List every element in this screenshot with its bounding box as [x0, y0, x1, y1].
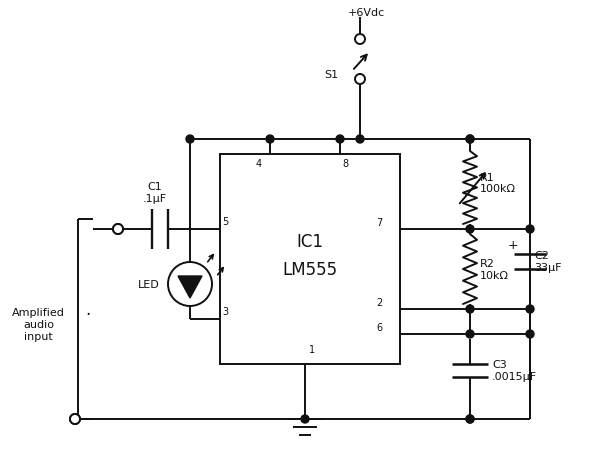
- Circle shape: [70, 414, 80, 424]
- Text: R2
10kΩ: R2 10kΩ: [480, 259, 509, 280]
- Text: IC1: IC1: [296, 232, 323, 250]
- Text: Amplified
audio
input: Amplified audio input: [12, 308, 65, 341]
- Text: 2: 2: [376, 297, 382, 307]
- Circle shape: [526, 305, 534, 313]
- Circle shape: [466, 225, 474, 233]
- Circle shape: [113, 225, 123, 234]
- Circle shape: [466, 305, 474, 313]
- Circle shape: [70, 414, 80, 424]
- Circle shape: [186, 136, 194, 144]
- Bar: [220, 155, 400, 364]
- Text: R1
100kΩ: R1 100kΩ: [480, 172, 516, 194]
- Circle shape: [526, 225, 534, 233]
- Text: +: +: [508, 238, 518, 251]
- Circle shape: [301, 415, 309, 423]
- Circle shape: [355, 35, 365, 45]
- Text: 6: 6: [376, 322, 382, 332]
- Circle shape: [113, 225, 123, 234]
- Text: C1
.1μF: C1 .1μF: [143, 182, 167, 204]
- Circle shape: [466, 136, 474, 144]
- Circle shape: [355, 75, 365, 85]
- Text: LM555: LM555: [282, 260, 337, 278]
- Text: C2
33μF: C2 33μF: [534, 250, 561, 272]
- Text: 7: 7: [376, 218, 382, 227]
- Text: C3
.0015μF: C3 .0015μF: [492, 359, 537, 381]
- Text: 5: 5: [222, 217, 228, 226]
- Text: +6Vdc: +6Vdc: [348, 8, 386, 18]
- Text: .: .: [85, 300, 90, 319]
- Circle shape: [466, 136, 474, 144]
- Circle shape: [266, 136, 274, 144]
- Text: LED: LED: [138, 279, 160, 289]
- Circle shape: [466, 415, 474, 423]
- Circle shape: [466, 415, 474, 423]
- Circle shape: [526, 330, 534, 338]
- Text: 1: 1: [309, 344, 315, 354]
- Text: 4: 4: [256, 159, 262, 169]
- Circle shape: [466, 330, 474, 338]
- Text: 3: 3: [222, 307, 228, 316]
- Text: 8: 8: [342, 159, 348, 169]
- Text: S1: S1: [324, 70, 338, 80]
- Circle shape: [168, 263, 212, 307]
- Polygon shape: [178, 276, 202, 298]
- Circle shape: [356, 136, 364, 144]
- Circle shape: [336, 136, 344, 144]
